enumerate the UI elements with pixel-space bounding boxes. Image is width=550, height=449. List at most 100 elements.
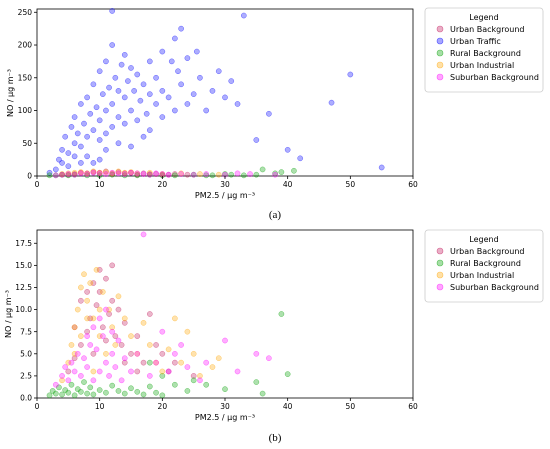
legend-marker bbox=[436, 37, 444, 45]
panel-b-y-ticks: 0.0 2.5 5.0 7.5 10.0 12.5 15.0 17.5 bbox=[15, 239, 37, 403]
scatter-point bbox=[140, 133, 147, 140]
scatter-point bbox=[78, 169, 84, 175]
scatter-point bbox=[140, 391, 147, 398]
legend-label: Suburban Background bbox=[450, 283, 539, 292]
scatter-point bbox=[84, 94, 90, 101]
scatter-point bbox=[118, 61, 125, 68]
scatter-point bbox=[146, 58, 153, 65]
scatter-point bbox=[203, 171, 210, 177]
scatter-point bbox=[96, 156, 103, 163]
scatter-point bbox=[203, 381, 210, 388]
scatter-point bbox=[209, 172, 216, 179]
scatter-point bbox=[84, 133, 90, 140]
scatter-point bbox=[234, 170, 241, 177]
scatter-point bbox=[112, 342, 119, 348]
scatter-point bbox=[96, 170, 103, 177]
scatter-point bbox=[184, 55, 191, 61]
x-tick-label: 20 bbox=[158, 402, 168, 411]
scatter-point bbox=[134, 71, 141, 78]
scatter-point bbox=[190, 91, 197, 97]
scatter-point bbox=[84, 172, 90, 179]
scatter-point bbox=[84, 390, 90, 397]
y-tick-label: 7.5 bbox=[20, 327, 32, 336]
scatter-point bbox=[90, 160, 97, 166]
scatter-point bbox=[115, 293, 122, 300]
x-tick-label: 60 bbox=[408, 402, 418, 411]
panel-a-legend-items: Urban Background Urban Traffic Rural Backg… bbox=[436, 25, 539, 82]
scatter-point bbox=[115, 170, 122, 177]
scatter-point bbox=[78, 284, 84, 291]
scatter-point bbox=[209, 364, 216, 370]
scatter-point bbox=[178, 342, 184, 348]
scatter-point bbox=[228, 171, 235, 178]
scatter-point bbox=[103, 169, 109, 175]
scatter-point bbox=[112, 364, 119, 370]
scatter-point bbox=[62, 133, 69, 140]
panel-b: 0 10 20 30 40 50 60 0.0 2.5 5.0 7.5 10.0 12.5 15.0 17… bbox=[4, 229, 544, 444]
scatter-point bbox=[65, 377, 72, 384]
legend-marker bbox=[436, 283, 444, 291]
scatter-point bbox=[103, 389, 109, 396]
scatter-point bbox=[65, 359, 72, 366]
scatter-point bbox=[84, 328, 90, 335]
scatter-point bbox=[146, 373, 153, 379]
x-tick-label: 40 bbox=[283, 402, 293, 411]
scatter-point bbox=[46, 172, 53, 179]
scatter-point bbox=[96, 306, 103, 313]
scatter-point bbox=[159, 88, 166, 94]
scatter-point bbox=[90, 127, 97, 134]
x-tick-label: 60 bbox=[408, 180, 418, 189]
scatter-point bbox=[115, 140, 122, 147]
scatter-point bbox=[46, 392, 53, 399]
scatter-point bbox=[71, 324, 78, 331]
panel-b-caption: (b) bbox=[269, 432, 282, 444]
scatter-point bbox=[115, 168, 122, 175]
legend-label: Suburban Background bbox=[450, 73, 539, 82]
scatter-point bbox=[240, 172, 247, 179]
scatter-point bbox=[378, 164, 385, 171]
scatter-point bbox=[121, 359, 128, 366]
scatter-point bbox=[203, 172, 210, 179]
scatter-point bbox=[197, 74, 203, 81]
scatter-point bbox=[65, 172, 72, 179]
legend-marker bbox=[436, 49, 444, 57]
panel-a-caption: (a) bbox=[269, 209, 282, 221]
scatter-point bbox=[106, 306, 112, 313]
scatter-point bbox=[59, 146, 65, 153]
scatter-point bbox=[140, 81, 147, 88]
scatter-point bbox=[172, 35, 178, 42]
x-tick-label: 30 bbox=[220, 180, 230, 189]
legend-label: Urban Background bbox=[450, 25, 524, 34]
scatter-point bbox=[87, 315, 94, 322]
scatter-point bbox=[146, 359, 153, 366]
scatter-point bbox=[96, 68, 103, 75]
scatter-point bbox=[74, 130, 81, 137]
scatter-point bbox=[121, 315, 128, 322]
scatter-point bbox=[109, 169, 116, 176]
scatter-point bbox=[106, 311, 112, 317]
scatter-point bbox=[222, 337, 228, 344]
y-tick-label: 17.5 bbox=[15, 239, 32, 248]
scatter-point bbox=[146, 169, 153, 176]
scatter-point bbox=[278, 169, 285, 175]
scatter-point bbox=[121, 169, 128, 176]
scatter-point bbox=[134, 172, 141, 179]
scatter-point bbox=[134, 368, 141, 375]
scatter-point bbox=[184, 171, 191, 178]
scatter-point bbox=[140, 319, 147, 326]
scatter-point bbox=[115, 337, 122, 344]
scatter-point bbox=[84, 333, 90, 339]
scatter-point bbox=[84, 153, 90, 160]
scatter-point bbox=[128, 350, 134, 357]
legend-marker bbox=[436, 247, 444, 255]
scatter-point bbox=[71, 153, 78, 160]
scatter-point bbox=[259, 390, 266, 397]
legend-label: Urban Traffic bbox=[450, 37, 501, 46]
panel-a-legend-title: Legend bbox=[469, 13, 498, 22]
scatter-point bbox=[234, 101, 241, 107]
y-tick-label: 0 bbox=[27, 172, 32, 181]
scatter-point bbox=[184, 388, 191, 394]
scatter-point bbox=[78, 373, 84, 379]
panel-a-legend: Legend Urban Background Urban Traffic Rura… bbox=[424, 7, 544, 93]
scatter-point bbox=[71, 169, 78, 176]
